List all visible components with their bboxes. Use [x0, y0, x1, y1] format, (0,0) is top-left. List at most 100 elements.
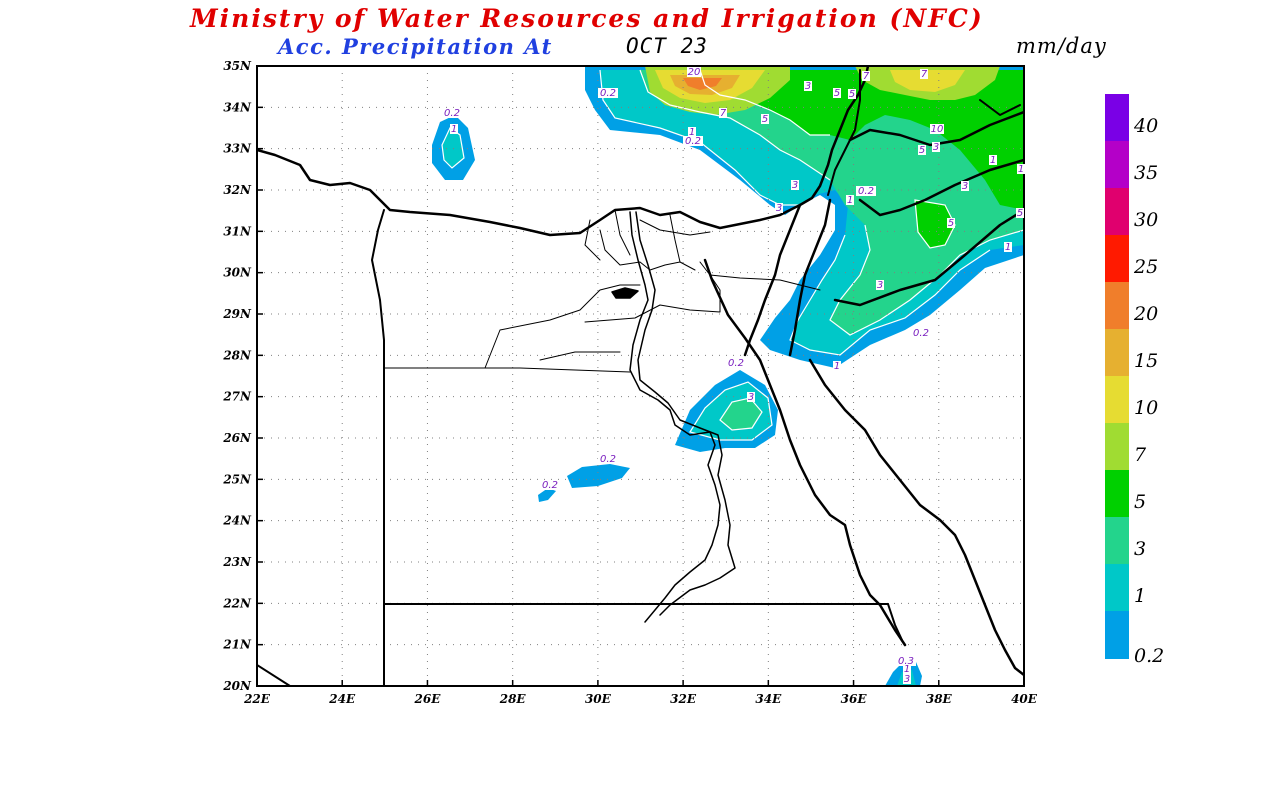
contour-label-bg [775, 203, 783, 213]
legend-swatch [1105, 235, 1129, 283]
y-tick-label: 35N [223, 59, 252, 73]
contour-label: 1 [689, 127, 695, 138]
units-label: mm/day [1016, 34, 1107, 58]
contour-label-bg [804, 81, 812, 91]
contour-label-bg [896, 656, 916, 666]
contour-label-bg [833, 88, 841, 98]
y-tick-label: 25N [222, 472, 252, 486]
coastlines [257, 66, 1024, 686]
legend-swatch [1105, 188, 1129, 236]
legend-swatch [1105, 611, 1129, 659]
y-tick-label: 29N [222, 307, 252, 321]
contour-label-bg [846, 195, 854, 205]
contour-label: 0.2 [542, 480, 558, 491]
y-tick-label: 27N [222, 390, 252, 404]
contour-label: 1 [1005, 242, 1011, 253]
contour-label-bg [961, 181, 969, 191]
x-tick-label: 24E [328, 692, 356, 706]
legend-label: 40 [1134, 114, 1159, 137]
contour-label-bg [862, 71, 870, 81]
contour-label-bg [688, 127, 696, 137]
contour-label-bg [598, 88, 618, 98]
legend-swatch [1105, 376, 1129, 424]
y-tick-label: 34N [223, 100, 252, 114]
contour-label-bg [791, 180, 799, 190]
legend-label: 25 [1134, 255, 1159, 278]
legend-label: 0.2 [1134, 645, 1165, 667]
x-tick-label: 38E [926, 692, 953, 706]
legend-swatch [1105, 282, 1129, 330]
contour-label-bg [442, 108, 462, 118]
contour-label: 10 [931, 124, 944, 135]
plot-frame [256, 65, 1025, 687]
contour-label: 1 [451, 124, 457, 135]
contour-label: 1 [847, 195, 853, 206]
y-tick-label: 20N [222, 679, 252, 693]
contour-label: 20 [688, 67, 701, 78]
contour-label: 0.2 [728, 358, 744, 369]
contour-label-bg [911, 328, 931, 338]
legend-label: 7 [1134, 443, 1147, 466]
contour-label-bg [726, 358, 746, 368]
contour-label-bg [598, 454, 618, 464]
legend-swatch [1105, 517, 1129, 565]
contour-label: 5 [762, 114, 768, 125]
contour-label-bg [903, 664, 911, 674]
legend-label: 3 [1134, 537, 1147, 560]
legend-label: 20 [1134, 302, 1159, 325]
contour-label-bg [719, 108, 727, 118]
contour-label: 3 [962, 181, 968, 192]
contour-label: 0.2 [685, 136, 701, 147]
contour-label: 7 [720, 108, 727, 119]
contour-label-bg [947, 218, 955, 228]
contour-label: 3 [792, 180, 798, 191]
x-tick-label: 34E [755, 692, 782, 706]
x-tick-label: 28E [499, 692, 527, 706]
legend-swatch [1105, 141, 1129, 189]
date-label: OCT 23 [626, 34, 708, 58]
y-axis-labels: 35N 34N 33N 32N 31N 30N 29N 28N 27N 26N 25N 24N 23N 2… [222, 59, 263, 693]
contour-label: 1 [1018, 164, 1024, 175]
contour-label: 5 [834, 88, 840, 99]
contour-label: 3 [805, 81, 811, 92]
y-tick-label: 26N [222, 431, 252, 445]
y-tick-label: 33N [223, 142, 252, 156]
x-tick-label: 30E [585, 692, 612, 706]
contour-label: 1 [904, 664, 910, 675]
legend-label: 15 [1134, 349, 1159, 372]
contour-label: 0.3 [898, 656, 914, 667]
map-title: Ministry of Water Resources and Irrigati… [190, 4, 984, 33]
contour-label-bg [918, 145, 926, 155]
contour-label-bg [876, 280, 884, 290]
legend-label: 10 [1134, 396, 1159, 419]
contour-label-bg [1004, 242, 1012, 252]
legend-swatch [1105, 329, 1129, 377]
product-label: Acc. Precipitation At [278, 34, 553, 59]
contour-label: 0.2 [600, 88, 616, 99]
contour-label: 5 [948, 218, 954, 229]
contour-label: 3 [877, 280, 883, 291]
contour-label-bg [833, 361, 841, 371]
legend-swatch [1105, 423, 1129, 471]
contour-label: 0.2 [444, 108, 460, 119]
precipitation-fields [432, 66, 1024, 686]
contour-label-bg [1017, 164, 1025, 174]
contour-label: 3 [904, 674, 910, 685]
contour-label-bg [687, 67, 701, 77]
contour-label: 0.2 [858, 186, 874, 197]
contour-label: 0.2 [913, 328, 929, 339]
y-tick-label: 32N [223, 183, 252, 197]
contour-label: 5 [1017, 208, 1023, 219]
legend-swatch [1105, 564, 1129, 612]
contour-label-bg [920, 69, 928, 79]
contour-label-bg [761, 114, 769, 124]
x-tick-label: 26E [414, 692, 442, 706]
contour-label-bg [989, 155, 997, 165]
y-tick-label: 28N [222, 348, 252, 362]
contour-label: 7 [863, 71, 870, 82]
color-legend [1105, 94, 1129, 659]
contour-label-bg [1016, 208, 1024, 218]
contour-label-bg [903, 674, 911, 684]
